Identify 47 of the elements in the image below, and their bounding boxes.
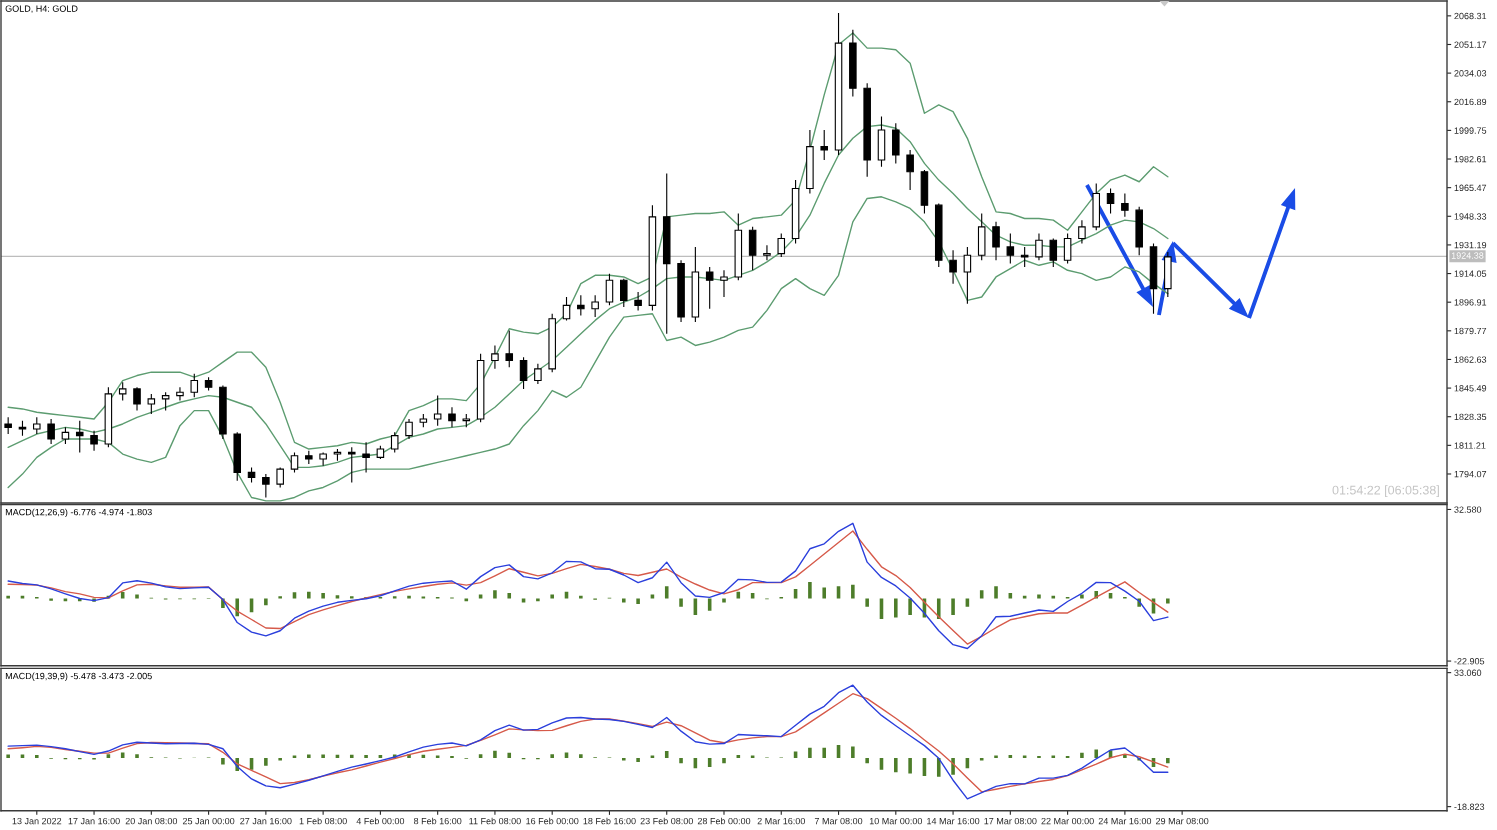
x-tick-label: 29 Mar 08:00 bbox=[1156, 817, 1209, 825]
y-tick-label: 2051.17 bbox=[1454, 41, 1487, 48]
y-tick-label: -22.905 bbox=[1454, 658, 1485, 665]
y-tick-label: 1879.77 bbox=[1454, 327, 1487, 335]
y-tick-label: 2068.31 bbox=[1454, 12, 1487, 20]
x-tick-label: 11 Feb 08:00 bbox=[469, 817, 521, 825]
y-tick-label: 1811.21 bbox=[1454, 442, 1486, 449]
x-tick-label: 1 Feb 08:00 bbox=[299, 817, 347, 825]
x-tick-label: 17 Mar 08:00 bbox=[984, 817, 1037, 825]
y-tick-label: 2016.89 bbox=[1454, 98, 1487, 106]
y-tick-label: 33.060 bbox=[1454, 669, 1482, 676]
chart-title: MACD(12,26,9) -6.776 -4.974 -1.803 bbox=[5, 508, 152, 518]
chart-title: MACD(19,39,9) -5.478 -3.473 -2.005 bbox=[5, 672, 152, 681]
x-tick-label: 22 Mar 00:00 bbox=[1041, 817, 1094, 825]
y-tick-label: 1931.19 bbox=[1454, 241, 1487, 249]
y-tick-label: 1914.05 bbox=[1454, 270, 1487, 277]
y-tick-label: 1896.91 bbox=[1454, 299, 1487, 306]
x-tick-label: 23 Feb 08:00 bbox=[640, 817, 693, 825]
x-tick-label: 28 Feb 00:00 bbox=[697, 817, 751, 825]
x-tick-label: 27 Jan 16:00 bbox=[240, 817, 292, 825]
y-tick-label: 1948.33 bbox=[1454, 213, 1487, 220]
y-tick-label: 1999.75 bbox=[1454, 127, 1487, 134]
x-tick-label: 4 Feb 00:00 bbox=[356, 817, 405, 825]
x-tick-label: 20 Jan 08:00 bbox=[125, 817, 178, 825]
x-tick-label: 17 Jan 16:00 bbox=[68, 817, 120, 825]
x-tick-label: 25 Jan 00:00 bbox=[182, 817, 235, 825]
x-tick-label: 24 Mar 16:00 bbox=[1098, 817, 1152, 825]
x-tick-label: 7 Mar 08:00 bbox=[814, 817, 863, 825]
y-tick-label: 1982.61 bbox=[1454, 155, 1487, 163]
y-tick-label: 2034.03 bbox=[1454, 70, 1487, 77]
x-tick-label: 8 Feb 16:00 bbox=[413, 817, 462, 825]
x-tick-label: 18 Feb 16:00 bbox=[583, 817, 636, 825]
y-tick-label: 1828.35 bbox=[1454, 413, 1487, 421]
y-tick-label: 1862.63 bbox=[1454, 356, 1487, 363]
annotation: 01:54:22 [06:05:38] bbox=[1332, 485, 1439, 497]
y-tick-label: 1794.07 bbox=[1454, 470, 1487, 478]
x-tick-label: 2 Mar 16:00 bbox=[757, 817, 805, 825]
chart-title: GOLD, H4: GOLD bbox=[5, 5, 78, 13]
y-tick-label: 1965.47 bbox=[1454, 184, 1487, 192]
x-tick-label: 13 Jan 2022 bbox=[12, 817, 62, 825]
x-tick-label: 16 Feb 00:00 bbox=[526, 817, 579, 825]
ref-line-label: 1924.38 bbox=[1451, 252, 1484, 259]
y-tick-label: 32.580 bbox=[1454, 506, 1482, 513]
y-tick-label: -18.823 bbox=[1454, 803, 1485, 810]
x-tick-label: 10 Mar 00:00 bbox=[869, 817, 923, 825]
y-tick-label: 1845.49 bbox=[1454, 385, 1487, 392]
x-tick-label: 14 Mar 16:00 bbox=[927, 817, 980, 825]
